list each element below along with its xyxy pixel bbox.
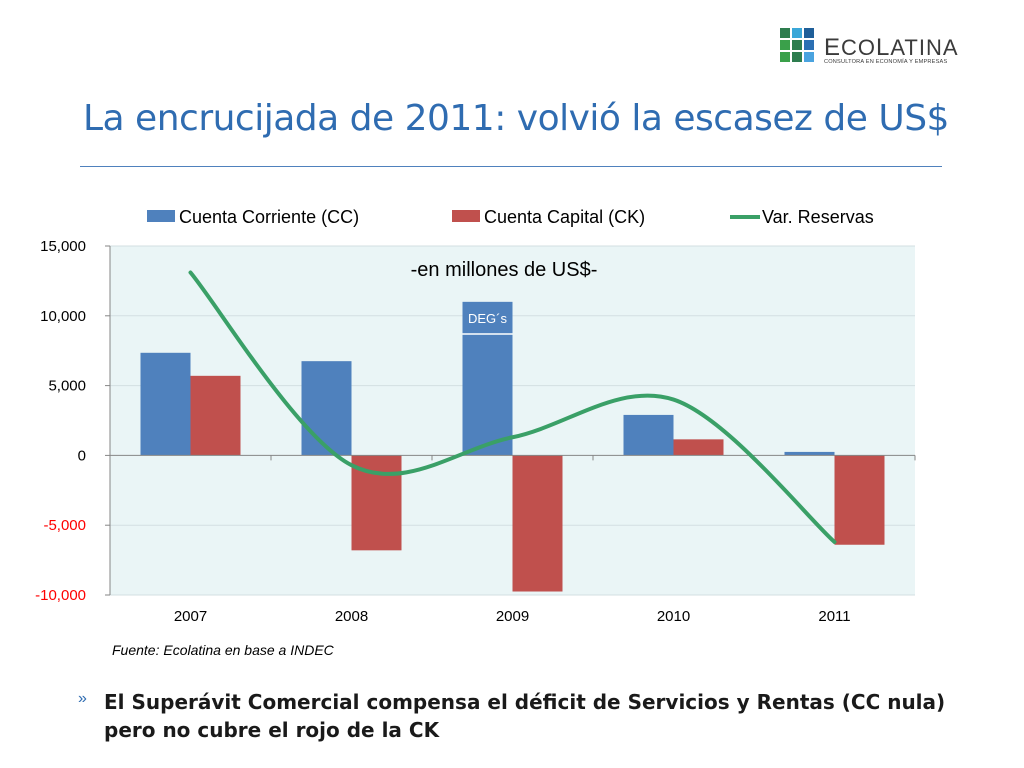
legend-label: Cuenta Capital (CK)	[484, 207, 645, 227]
y-tick-label: 10,000	[40, 308, 86, 325]
logo-square	[780, 40, 790, 50]
bar-cc	[784, 451, 835, 456]
bar-cc	[462, 301, 513, 456]
logo-square	[792, 28, 802, 38]
y-tick-label: 5,000	[48, 378, 86, 395]
bullet-text: El Superávit Comercial compensa el défic…	[104, 690, 946, 742]
logo-square	[792, 52, 802, 62]
bar-ck	[834, 455, 885, 545]
logo-grid-icon	[780, 28, 814, 64]
bar-ck	[673, 439, 724, 456]
x-tick-label: 2007	[174, 608, 207, 625]
balance-chart: 15,000 10,000 5,000 0 -5,000 -10,000 DEG´s 2007…	[35, 207, 916, 625]
x-tick-label: 2010	[657, 608, 690, 625]
bar-cc	[301, 361, 352, 456]
logo-square	[792, 40, 802, 50]
x-tick-label: 2008	[335, 608, 368, 625]
logo-square	[804, 52, 814, 62]
source-note: Fuente: Ecolatina en base a INDEC	[112, 642, 334, 658]
y-tick-label: 15,000	[40, 238, 86, 255]
bar-ck	[512, 455, 563, 592]
deg-label: DEG´s	[468, 311, 508, 326]
logo-wordmark: ECOLATINA	[824, 34, 959, 61]
legend-label: Cuenta Corriente (CC)	[179, 207, 359, 227]
slide-title: La encrucijada de 2011: volvió la escase…	[83, 98, 949, 139]
title-divider	[80, 166, 942, 167]
logo-tagline: CONSULTORA EN ECONOMÍA Y EMPRESAS	[824, 59, 948, 65]
y-tick-label: -5,000	[43, 517, 86, 534]
logo-square	[804, 40, 814, 50]
bar-cc	[140, 352, 191, 456]
ecolatina-logo: ECOLATINA CONSULTORA EN ECONOMÍA Y EMPRE…	[780, 28, 995, 72]
logo-square	[780, 28, 790, 38]
y-tick-label: -10,000	[35, 587, 86, 604]
x-tick-label: 2011	[818, 608, 850, 625]
x-tick-label: 2009	[496, 608, 529, 625]
chart-subtitle: -en millones de US$-	[411, 259, 598, 281]
bar-ck	[190, 375, 241, 456]
logo-square	[780, 52, 790, 62]
reserves-line	[188, 270, 837, 544]
legend-label: Var. Reservas	[762, 207, 874, 227]
legend-swatch	[147, 210, 175, 222]
bullet-marker: »	[78, 690, 87, 707]
logo-square	[804, 28, 814, 38]
legend-swatch	[452, 210, 480, 222]
y-tick-label: 0	[78, 447, 86, 464]
bar-cc	[623, 414, 674, 456]
